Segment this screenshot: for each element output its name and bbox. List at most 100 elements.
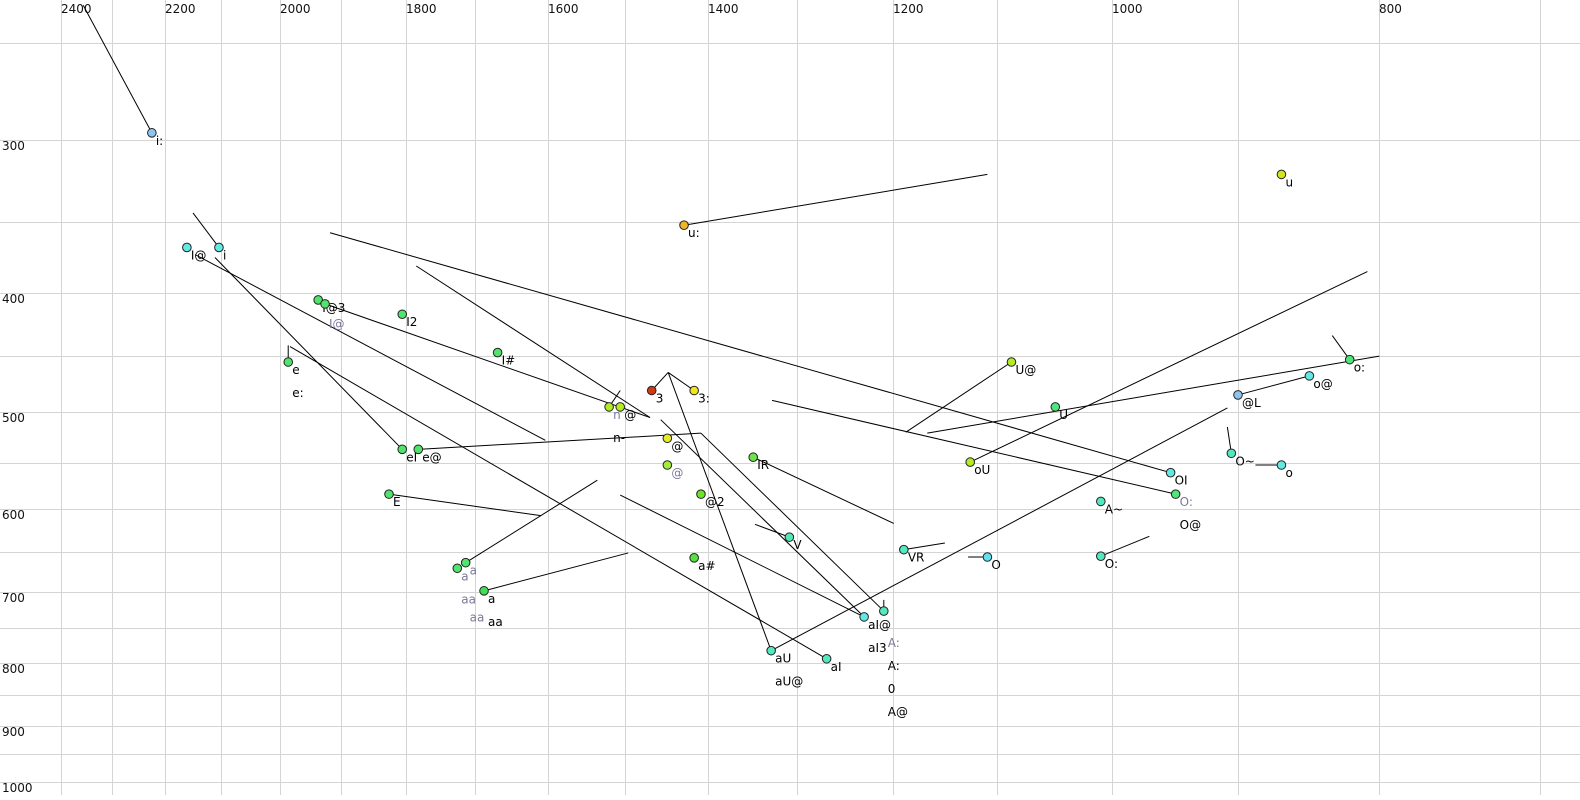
vowel-points: i: u: u I@ i I@3 I@ I2 e e: I# n n- @3 3: eI e@ @ @ @2 IR E Va… [147, 128, 1365, 719]
trajectory-line [388, 493, 541, 517]
vowel-point: @ [615, 402, 636, 422]
point-marker [689, 553, 699, 563]
point-label: oU [974, 463, 990, 477]
point-label: O~ [1235, 454, 1255, 468]
point-label: u: [688, 226, 700, 240]
point-marker [182, 242, 192, 253]
point-marker [460, 557, 471, 568]
trajectory-line [1237, 375, 1310, 396]
point-label: A@ [888, 705, 908, 719]
point-label: e@ [422, 450, 441, 464]
point-marker [452, 563, 463, 574]
point-marker [397, 309, 408, 320]
trajectory-line [192, 212, 220, 248]
point-label: E [393, 495, 401, 509]
trajectory-line [927, 355, 1380, 434]
point-marker [413, 444, 424, 455]
point-label: O: [1105, 557, 1118, 571]
trajectory-line [195, 254, 546, 441]
trajectory-line [324, 303, 651, 419]
point-label: o: [1354, 361, 1365, 375]
point-label: I# [502, 354, 516, 368]
point-marker [662, 460, 673, 470]
trajectory-line [329, 232, 1171, 474]
point-marker [879, 606, 889, 616]
point-label: 3 [656, 392, 664, 406]
point-label: o [1285, 466, 1292, 480]
x-tick-label: 2000 [280, 2, 311, 16]
point-marker [784, 532, 795, 542]
point-label: e: [292, 386, 303, 400]
point-label: aa [488, 615, 503, 629]
x-tick-label: 1000 [1112, 2, 1143, 16]
point-marker [748, 452, 759, 463]
point-label: I@ [191, 248, 207, 262]
x-tick-label: 1600 [548, 2, 579, 16]
point-label: i: [156, 134, 163, 148]
point-label: I2 [406, 315, 417, 329]
point-label: a [461, 569, 468, 583]
trajectory-line [903, 542, 945, 551]
point-label: O [991, 558, 1000, 572]
vowel-point: aU aU@ [766, 645, 803, 689]
trajectory-line [683, 173, 988, 226]
point-label: n- [613, 431, 625, 445]
trajectory-line [483, 552, 629, 592]
point-label: V [793, 538, 802, 552]
y-tick-label: 500 [2, 411, 25, 425]
trajectory-line [700, 432, 885, 612]
point-marker [214, 242, 224, 253]
vowel-point: 3: [689, 385, 710, 406]
trajectory-line [770, 407, 1228, 652]
trajectory-line [82, 5, 153, 134]
point-marker [1226, 448, 1237, 459]
point-marker [679, 220, 689, 230]
point-marker [604, 402, 614, 412]
point-marker [384, 489, 394, 499]
point-marker [1006, 357, 1017, 367]
point-label: eI [406, 450, 417, 464]
vowel-point: @2 [696, 489, 725, 509]
point-label: e [292, 363, 299, 377]
point-label: @2 [705, 495, 725, 509]
point-label: I@ [329, 317, 345, 331]
point-label: O: [1180, 495, 1193, 509]
point-label: aa [461, 592, 476, 606]
vowel-point: aaa [452, 563, 476, 606]
point-label: A: [888, 659, 900, 673]
point-marker [821, 653, 832, 664]
vowel-point: OI [1165, 467, 1188, 488]
point-label: OI [1175, 474, 1188, 488]
vowel-point: o: [1344, 354, 1365, 375]
vowel-point: I@3 [313, 295, 345, 315]
point-label: aU [775, 652, 791, 666]
trajectory-line [415, 265, 651, 418]
point-label: A: [888, 636, 900, 650]
vowel-point: I2 [397, 309, 417, 329]
point-label: a [488, 592, 495, 606]
point-marker [646, 385, 657, 396]
point-label: @ [671, 466, 683, 480]
point-marker [1165, 467, 1176, 478]
vowel-point: eI [397, 444, 417, 464]
point-label: O@ [1180, 518, 1201, 532]
x-tick-label: 2400 [61, 2, 92, 16]
trajectory-line [1331, 335, 1351, 360]
x-tick-label: 1200 [893, 2, 924, 16]
point-marker [1344, 354, 1355, 365]
point-marker [899, 544, 909, 555]
point-label: 3: [698, 392, 710, 406]
vowel-point: aaa [460, 557, 484, 625]
vowel-point: i [214, 242, 226, 262]
trajectory-line [905, 361, 1012, 433]
point-marker [1276, 169, 1287, 180]
vowel-point: oU [965, 457, 990, 477]
point-marker [965, 457, 976, 467]
vowel-point: IR [748, 452, 769, 472]
trajectory-line [753, 456, 894, 524]
point-label: i [223, 248, 226, 262]
point-label: VR [908, 551, 925, 565]
trajectory-line [667, 372, 772, 651]
